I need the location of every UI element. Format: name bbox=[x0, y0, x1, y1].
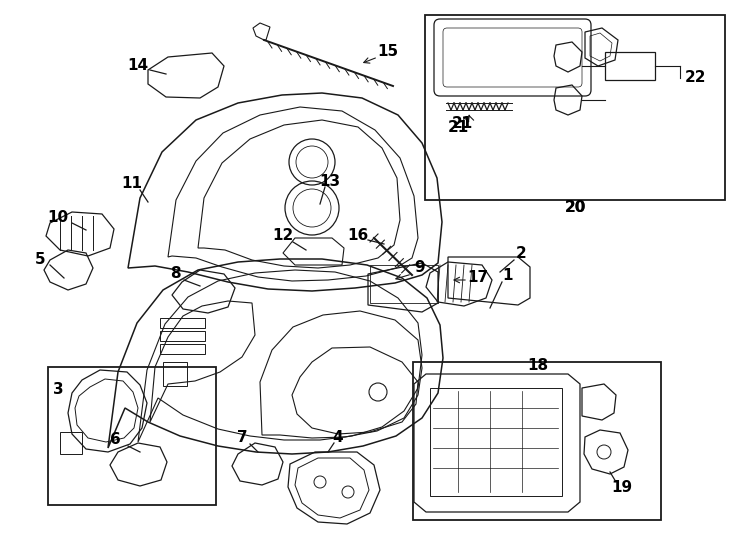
Text: 11: 11 bbox=[122, 177, 142, 192]
Text: 8: 8 bbox=[170, 267, 181, 281]
Text: 21: 21 bbox=[448, 119, 468, 134]
Text: 12: 12 bbox=[272, 228, 294, 244]
Text: 10: 10 bbox=[48, 210, 68, 225]
Text: 3: 3 bbox=[53, 382, 63, 397]
Text: 14: 14 bbox=[128, 57, 148, 72]
Text: 21: 21 bbox=[451, 116, 473, 131]
Text: 9: 9 bbox=[415, 260, 425, 275]
Bar bbox=[60, 432, 82, 454]
Text: 6: 6 bbox=[109, 433, 120, 448]
Bar bbox=[163, 362, 187, 386]
Bar bbox=[160, 331, 205, 341]
Text: 16: 16 bbox=[347, 227, 368, 242]
Text: 7: 7 bbox=[236, 430, 247, 445]
Bar bbox=[413, 362, 661, 520]
Text: 17: 17 bbox=[468, 271, 489, 286]
Bar bbox=[160, 318, 205, 328]
Text: 22: 22 bbox=[684, 71, 706, 85]
Text: 15: 15 bbox=[377, 44, 399, 59]
Text: 1: 1 bbox=[503, 268, 513, 284]
Text: 13: 13 bbox=[319, 173, 341, 188]
Text: 2: 2 bbox=[515, 246, 526, 261]
Text: 18: 18 bbox=[528, 359, 548, 374]
Text: 19: 19 bbox=[611, 481, 633, 496]
Bar bbox=[605, 52, 655, 80]
Bar bbox=[48, 367, 216, 505]
Bar bbox=[425, 15, 725, 200]
Bar bbox=[430, 388, 562, 496]
Bar bbox=[160, 344, 205, 354]
Text: 4: 4 bbox=[333, 429, 344, 444]
Text: 20: 20 bbox=[564, 200, 586, 215]
Text: 20: 20 bbox=[564, 200, 586, 215]
Text: 5: 5 bbox=[34, 252, 46, 267]
Bar bbox=[370, 265, 438, 303]
